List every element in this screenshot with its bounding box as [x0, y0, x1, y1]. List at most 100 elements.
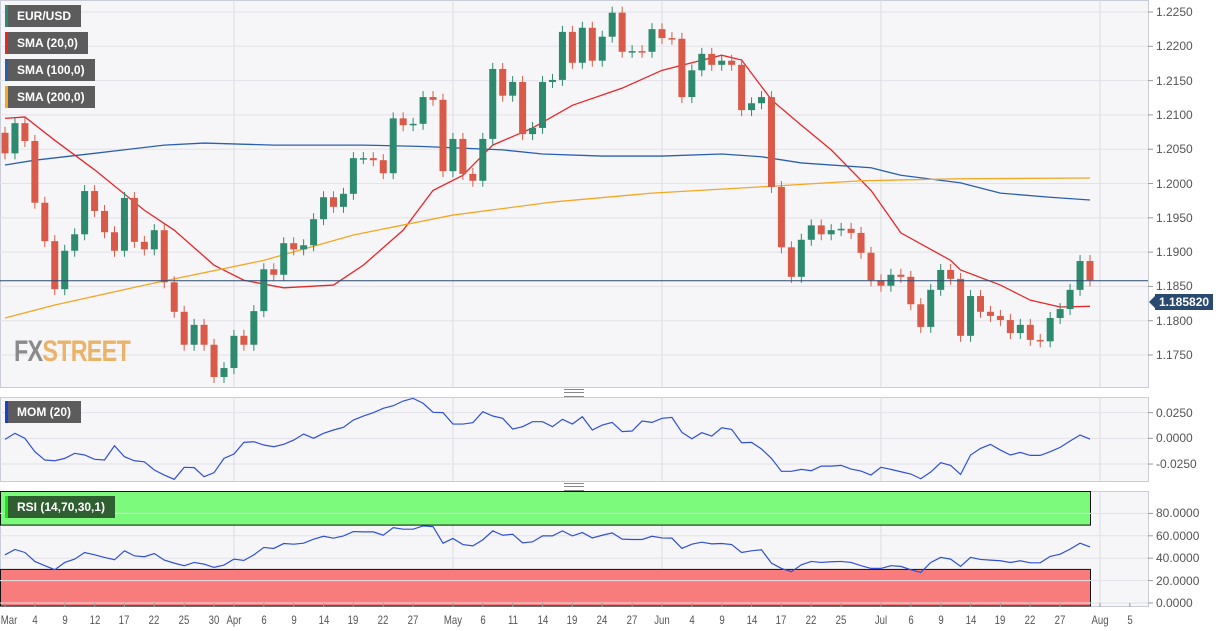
x-tick-label: 27 [626, 613, 638, 627]
candle [91, 185, 99, 217]
x-tick-label: 22 [805, 613, 817, 627]
candle-body [479, 138, 487, 181]
candle-body [21, 123, 29, 141]
x-tick-label: 6 [480, 613, 486, 627]
x-tick-label: 6 [261, 613, 267, 627]
candle [399, 112, 407, 132]
legend-mom[interactable]: MOM (20) [5, 401, 81, 423]
candle-body [230, 335, 238, 369]
x-tick-label: 4 [689, 613, 695, 627]
candle-body [558, 31, 566, 80]
candle-body [957, 278, 965, 336]
candle-body [867, 252, 875, 281]
x-tick-label: Mar [0, 613, 18, 627]
candle [748, 97, 756, 117]
x-tick-label: 12 [89, 613, 100, 627]
candle-body [329, 197, 337, 207]
candle-body [200, 324, 208, 345]
y-tick-label: 1.2200 [1156, 39, 1193, 54]
candle-body [429, 97, 437, 100]
candle [240, 329, 248, 351]
candle-body [71, 234, 79, 251]
legend-rsi[interactable]: RSI (14,70,30,1) [5, 496, 116, 518]
candle [81, 185, 89, 241]
legend-color-bar [5, 32, 8, 54]
candle [1076, 255, 1084, 296]
x-tick-label: 19 [995, 613, 1006, 627]
candle-body [1076, 261, 1084, 290]
candle [369, 152, 377, 167]
x-tick-label: 4 [32, 613, 38, 627]
y-tick-label: 1.1900 [1156, 245, 1193, 260]
candle [807, 219, 815, 246]
candle [628, 45, 636, 58]
logo-fx: FX [14, 335, 43, 368]
fxstreet-logo: FXSTREET [14, 335, 131, 369]
candle-body [499, 68, 507, 96]
candle [618, 6, 626, 58]
candle [539, 75, 547, 134]
sma-line-200 [4, 177, 1091, 319]
y-tick-label: 60.0000 [1156, 528, 1200, 543]
candle [349, 152, 357, 200]
legend-sma200[interactable]: SMA (200,0) [5, 86, 95, 108]
candle-body [638, 51, 646, 53]
candle [220, 362, 228, 383]
candle-body [369, 158, 377, 161]
panel-resize-handle[interactable] [564, 483, 584, 491]
candle-body [1056, 309, 1064, 318]
candle [1046, 311, 1054, 348]
candle-body [339, 193, 347, 207]
candle-body [469, 173, 477, 181]
candle [230, 329, 238, 375]
panel-mom [0, 397, 1149, 482]
y-tick-label: -0.0250 [1156, 457, 1197, 472]
legend-sma20[interactable]: SMA (20,0) [5, 32, 88, 54]
candle-body [748, 103, 756, 111]
candle [140, 235, 148, 256]
candle-body [51, 241, 59, 290]
candle-body [777, 186, 785, 248]
candle-body [588, 27, 596, 61]
y-tick-label: 0.0250 [1156, 405, 1193, 420]
candle [658, 23, 666, 45]
candle [578, 21, 586, 69]
candle-body [1016, 324, 1024, 334]
candle [588, 21, 596, 67]
candle-body [280, 243, 288, 275]
x-tick-label: 25 [835, 613, 847, 627]
candle-body [668, 38, 676, 40]
candle [847, 222, 855, 239]
candle-body [120, 197, 128, 251]
x-tick-label: 11 [507, 613, 518, 627]
candle-body [1066, 289, 1074, 310]
panel-resize-handle[interactable] [564, 389, 584, 397]
legend-sma100[interactable]: SMA (100,0) [5, 59, 95, 81]
candle [996, 309, 1004, 327]
candle [101, 204, 109, 239]
x-tick-label: Jul [874, 613, 888, 627]
legend-eurusd[interactable]: EUR/USD [5, 5, 82, 27]
candle [947, 263, 955, 285]
mom-line [4, 397, 1091, 481]
candle [648, 23, 656, 58]
candle-body [897, 274, 905, 277]
candle-body [996, 315, 1004, 321]
candle [608, 6, 616, 43]
candle [61, 244, 69, 296]
candle [359, 152, 367, 165]
candle [160, 224, 168, 289]
candle-body [1086, 261, 1094, 281]
x-tick-label: 9 [290, 613, 297, 627]
rsi-oversold-zone [0, 568, 1091, 607]
x-tick-label: 22 [377, 613, 389, 627]
candle-body [857, 232, 865, 253]
current-price-label: 1.185820 [1148, 294, 1214, 311]
candle-body [578, 27, 586, 63]
candle-body [1046, 317, 1054, 342]
y-tick-label: 0.0000 [1156, 596, 1193, 610]
candle-body [787, 247, 795, 277]
candle [11, 117, 19, 160]
candle [379, 154, 387, 180]
rsi-line [4, 525, 1091, 574]
